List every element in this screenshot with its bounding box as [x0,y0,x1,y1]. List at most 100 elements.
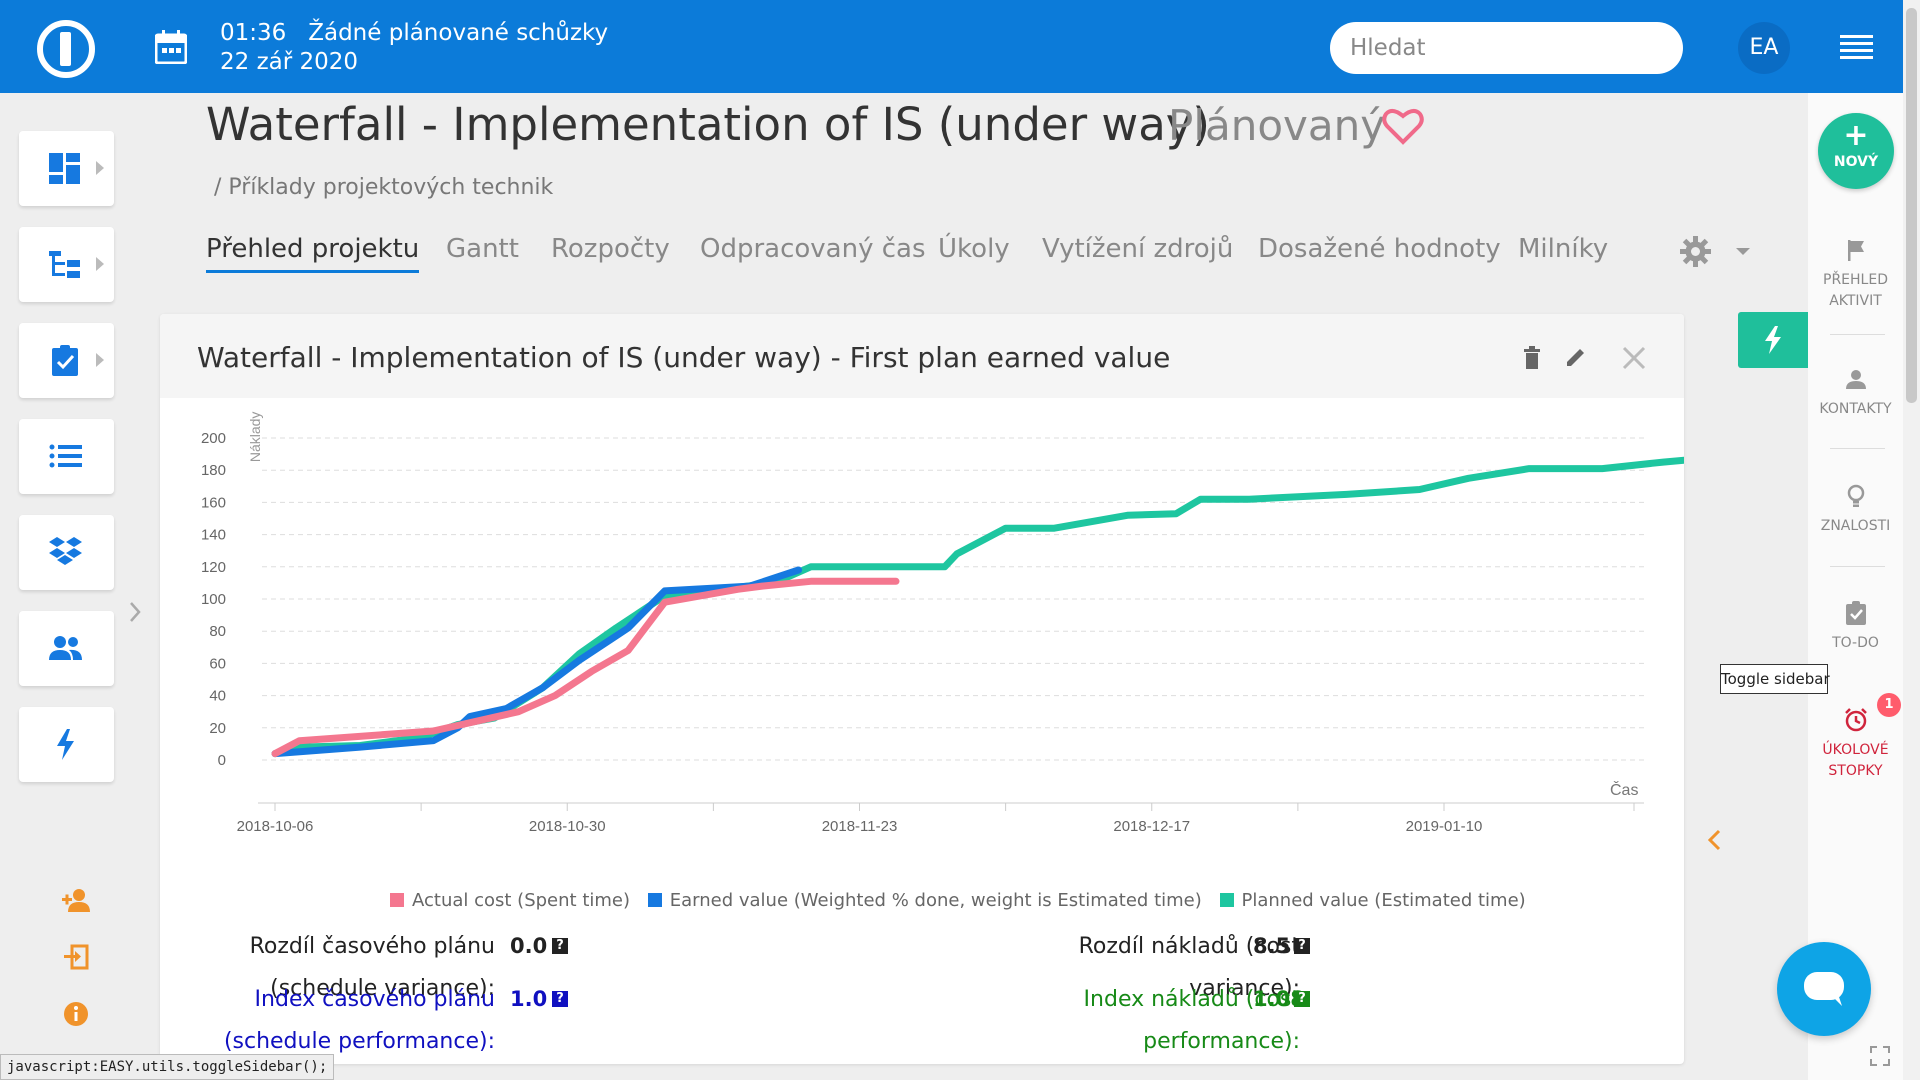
favorite-heart-icon[interactable] [1382,106,1424,146]
hamburger-icon[interactable] [1840,35,1873,59]
schedule-variance-value: 0.0 [510,934,548,958]
quick-actions-tab[interactable] [1738,312,1808,368]
edit-pencil-icon[interactable] [1565,346,1587,368]
chevron-left-icon[interactable] [1705,828,1723,852]
plus-icon: + [1843,118,1869,153]
project-status: Plánovaný [1168,101,1386,150]
sidebar-item-todo[interactable]: TO-DO [1808,601,1903,654]
user-avatar[interactable]: EA [1738,22,1790,74]
series-line-planned-value [271,456,1684,758]
sign-in-icon[interactable] [62,943,90,971]
submenu-caret-icon[interactable] [96,353,104,367]
meeting-status: Žádné plánované schůzky [308,20,609,46]
search-input[interactable] [1330,22,1683,74]
nav-tasks-button[interactable] [19,323,114,398]
legend-label: Planned value (Estimated time) [1241,890,1526,911]
help-icon[interactable]: ? [1294,991,1310,1007]
schedule-performance-label: Index časového plánu (schedule performan… [223,987,495,1054]
left-sidebar [0,93,150,1080]
sidebar-item-knowledge[interactable]: ZNALOSTI [1808,484,1903,537]
series-line-earned-value [271,566,803,758]
x-tick-label: 2018-11-23 [822,818,898,835]
y-tick-label: 180 [201,462,226,479]
nav-dropbox-button[interactable] [19,515,114,590]
chat-bubble-icon [1804,972,1844,1006]
sidebar-item-label: KONTAKTY [1819,401,1892,417]
bolt-icon [1765,326,1781,354]
nav-projects-button[interactable] [19,227,114,302]
legend-label: Actual cost (Spent time) [412,890,631,911]
alarm-clock-icon [1844,708,1867,732]
nav-actions-button[interactable] [19,707,114,782]
info-icon[interactable] [62,1000,90,1028]
fullscreen-icon[interactable] [1870,1046,1890,1066]
tab-tasks[interactable]: Úkoly [938,234,1010,264]
help-icon[interactable]: ? [552,991,568,1007]
nav-users-button[interactable] [19,611,114,686]
expand-sidebar-chevron-icon[interactable] [128,601,142,623]
current-time-and-meetings[interactable]: 01:36 Žádné plánované schůzky [220,20,608,46]
nav-dashboard-button[interactable] [19,131,114,206]
tab-resource-load[interactable]: Vytížení zdrojů [1042,234,1234,264]
contact-icon [1845,370,1866,389]
trash-icon[interactable] [1522,346,1542,370]
earned-value-chart: 0 20 40 60 80 100 120 140 160 180 200 2018-10-06 201… [201,412,1684,835]
y-tick-label: 80 [209,623,226,640]
chart-axes: 0 20 40 60 80 100 120 140 160 180 200 2018-10-06 201… [201,430,1644,835]
submenu-caret-icon[interactable] [96,161,104,175]
legend-label: Earned value (Weighted % done, weight is… [669,890,1202,911]
y-tick-label: 60 [209,655,226,672]
sidebar-item-contacts[interactable]: KONTAKTY [1808,367,1903,420]
lightbulb-icon [1847,484,1864,507]
help-icon[interactable]: ? [1294,938,1310,954]
easy-logo-icon[interactable] [37,20,95,78]
users-icon [49,636,82,660]
legend-item-earned-value[interactable]: Earned value (Weighted % done, weight is… [647,890,1202,911]
y-tick-label: 20 [209,720,226,737]
x-tick-label: 2019-01-10 [1406,818,1483,835]
tab-budgets[interactable]: Rozpočty [551,234,670,264]
y-tick-label: 140 [201,527,226,544]
bolt-icon [57,729,74,760]
sidebar-item-label: PŘEHLED AKTIVIT [1823,272,1888,309]
current-date: 22 zář 2020 [220,49,359,75]
browser-status-bar: javascript:EASY.utils.toggleSidebar(); [0,1054,335,1080]
y-tick-label: 120 [201,559,226,576]
scrollbar-thumb[interactable] [1906,8,1917,403]
help-icon[interactable]: ? [552,938,568,954]
tab-gantt[interactable]: Gantt [446,234,519,264]
legend-item-planned-value[interactable]: Planned value (Estimated time) [1219,890,1526,911]
gear-icon[interactable] [1680,236,1711,267]
dropbox-icon [49,537,82,565]
chat-button[interactable] [1777,942,1871,1036]
tab-milestones[interactable]: Milníky [1518,234,1609,264]
tab-earned-values[interactable]: Dosažené hodnoty [1258,234,1501,264]
y-tick-label: 200 [201,430,226,447]
submenu-caret-icon[interactable] [96,257,104,271]
schedule-variance-label: Rozdíl časového plánu (schedule variance… [249,934,495,1001]
divider [1830,566,1885,567]
nav-list-button[interactable] [19,419,114,494]
sidebar-item-task-stopwatch[interactable]: ÚKOLOVÉ STOPKY [1808,708,1903,782]
divider [1830,334,1885,335]
list-icon [49,444,82,468]
close-icon[interactable] [1620,344,1648,372]
sidebar-item-label: ZNALOSTI [1820,518,1891,534]
new-item-button[interactable]: + NOVÝ [1818,113,1894,189]
tab-project-overview[interactable]: Přehled projektu [206,234,420,273]
x-tick-label: 2018-10-30 [529,818,606,835]
calendar-icon[interactable] [155,30,187,64]
tab-spent-time[interactable]: Odpracovaný čas [700,234,926,264]
add-user-icon[interactable] [62,886,90,914]
breadcrumb[interactable]: / Příklady projektových technik [214,175,554,200]
dashboard-icon [49,153,80,184]
y-tick-label: 160 [201,494,226,511]
divider [1830,448,1885,449]
chevron-down-icon[interactable] [1736,248,1750,255]
sidebar-item-activity-overview[interactable]: PŘEHLED AKTIVIT [1808,238,1903,312]
flag-icon [1847,240,1864,261]
new-button-label: NOVÝ [1833,154,1879,170]
y-tick-label: 40 [209,688,226,705]
legend-item-actual-cost[interactable]: Actual cost (Spent time) [390,890,630,911]
cost-variance-label: Rozdíl nákladů (cost variance): [1078,934,1300,1001]
